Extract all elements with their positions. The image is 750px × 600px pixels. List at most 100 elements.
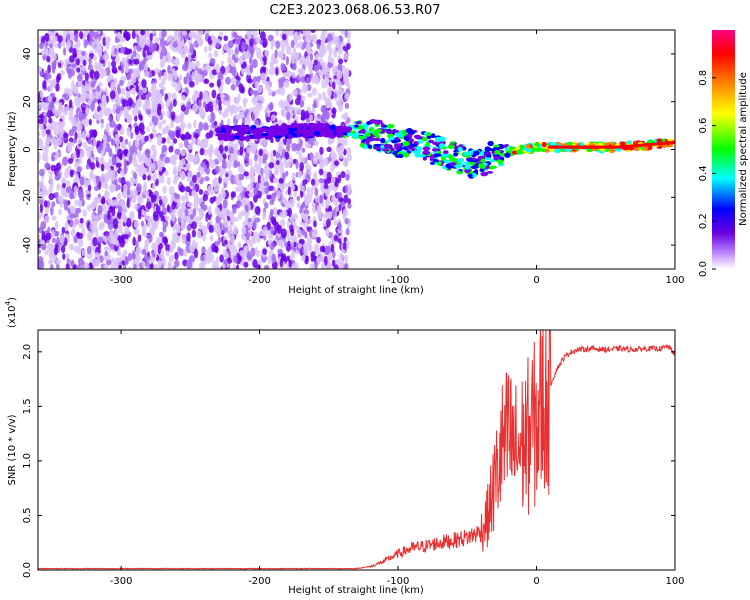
noise-speck (241, 225, 247, 236)
signal-blob (385, 130, 393, 134)
noise-speck (311, 76, 317, 84)
noise-speck (240, 209, 245, 217)
noise-speck (247, 78, 253, 84)
noise-speck (313, 243, 320, 254)
noise-speck (136, 151, 142, 158)
noise-speck (51, 92, 56, 99)
noise-speck (203, 78, 210, 84)
noise-speck (336, 90, 342, 98)
noise-speck (321, 66, 328, 75)
noise-speck (77, 138, 82, 145)
noise-speck (66, 258, 70, 264)
noise-speck (39, 203, 44, 213)
noise-speck (274, 49, 278, 59)
noise-speck (249, 38, 254, 47)
signal-blob (482, 162, 488, 166)
noise-speck (308, 64, 313, 75)
noise-speck (322, 73, 326, 80)
noise-speck (94, 185, 99, 192)
noise-speck (247, 221, 253, 229)
noise-speck (103, 263, 110, 269)
noise-speck (230, 84, 236, 91)
noise-speck (165, 52, 171, 60)
noise-speck (179, 185, 186, 193)
noise-speck (130, 131, 134, 140)
noise-speck (88, 57, 92, 66)
noise-speck (94, 214, 100, 222)
noise-speck (134, 115, 138, 122)
noise-speck (151, 82, 157, 92)
noise-speck (223, 252, 230, 259)
noise-speck (326, 72, 331, 79)
noise-speck (208, 44, 213, 52)
noise-speck (180, 158, 186, 166)
noise-speck (319, 194, 324, 203)
noise-speck (158, 199, 163, 206)
noise-speck (127, 72, 132, 80)
noise-speck (51, 215, 57, 221)
noise-speck (249, 64, 254, 74)
noise-speck (116, 97, 121, 107)
noise-speck (65, 40, 71, 50)
noise-speck (172, 265, 177, 269)
noise-speck (146, 201, 152, 210)
signal-blob (304, 129, 309, 135)
noise-speck (187, 207, 194, 216)
noise-speck (93, 70, 100, 80)
noise-speck (85, 263, 90, 269)
noise-speck (338, 58, 344, 65)
noise-speck (230, 191, 237, 198)
signal-blob (359, 142, 365, 148)
noise-speck (254, 119, 260, 125)
signal-blob (336, 128, 345, 134)
noise-speck (151, 127, 156, 133)
noise-speck (307, 218, 312, 224)
noise-speck (174, 259, 180, 268)
noise-speck (272, 207, 278, 216)
noise-speck (95, 160, 100, 168)
noise-speck (127, 114, 132, 125)
noise-speck (73, 245, 80, 253)
noise-speck (134, 68, 141, 78)
noise-speck (76, 59, 80, 66)
noise-speck (57, 35, 63, 43)
noise-speck (321, 262, 326, 269)
noise-speck (263, 235, 267, 241)
noise-speck (119, 153, 123, 161)
noise-speck (303, 242, 308, 250)
noise-speck (324, 188, 329, 197)
noise-speck (142, 86, 148, 94)
noise-speck (193, 119, 197, 129)
noise-speck (126, 126, 131, 137)
noise-speck (227, 258, 233, 264)
noise-speck (280, 107, 287, 118)
signal-blob (381, 148, 390, 152)
noise-speck (204, 46, 208, 53)
noise-speck (60, 244, 66, 254)
signal-blob (489, 165, 497, 169)
noise-speck (241, 42, 247, 51)
snr-x-ticks: -300 -200 -100 0 100 (110, 330, 685, 587)
noise-speck (97, 48, 103, 57)
noise-speck (324, 255, 328, 266)
noise-speck (82, 59, 87, 67)
noise-speck (110, 243, 116, 250)
noise-speck (219, 254, 224, 263)
noise-speck (122, 213, 128, 223)
noise-speck (337, 70, 343, 80)
noise-speck (161, 77, 166, 86)
signal-blob (238, 135, 246, 141)
noise-speck (200, 255, 205, 262)
noise-speck (158, 242, 163, 250)
noise-speck (344, 30, 348, 38)
signal-blob (467, 158, 472, 162)
noise-speck (241, 116, 246, 124)
noise-speck (50, 206, 54, 216)
signal-blob (508, 146, 516, 150)
noise-speck (197, 166, 202, 173)
noise-speck (270, 208, 274, 216)
noise-speck (222, 153, 227, 160)
noise-speck (53, 138, 59, 147)
noise-speck (120, 68, 125, 74)
noise-speck (95, 91, 102, 100)
